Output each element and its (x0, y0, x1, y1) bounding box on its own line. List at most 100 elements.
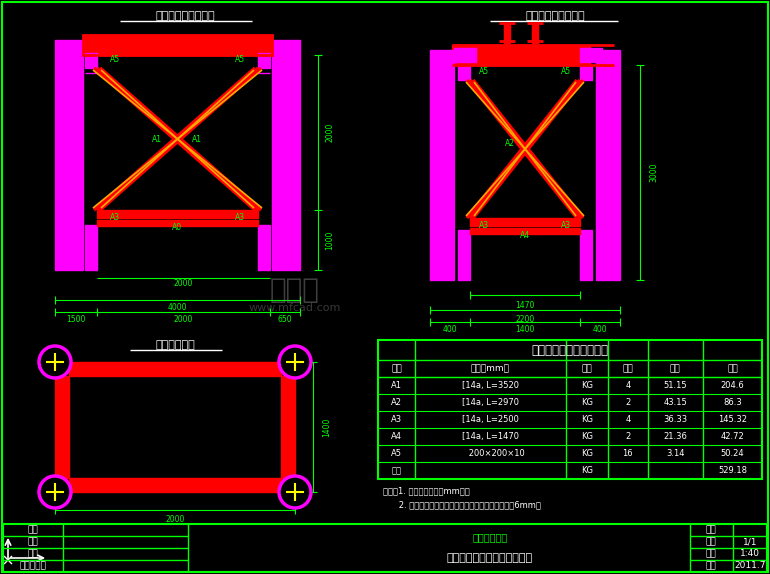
Text: 51.15: 51.15 (664, 381, 687, 390)
Text: 单位: 单位 (581, 364, 592, 373)
Text: 合计: 合计 (391, 466, 401, 475)
Text: 400: 400 (593, 325, 608, 335)
Text: [14a, L=2970: [14a, L=2970 (462, 398, 519, 407)
Text: 145.32: 145.32 (718, 415, 747, 424)
Text: 2: 2 (625, 398, 631, 407)
Text: 制动墩顺桥向立面图: 制动墩顺桥向立面图 (525, 11, 584, 21)
Circle shape (39, 476, 71, 508)
Text: 1/1: 1/1 (743, 537, 757, 546)
Text: KG: KG (581, 449, 593, 458)
Text: 529.18: 529.18 (718, 466, 747, 475)
Text: 临时栈桥制动墩连接系结构图: 临时栈桥制动墩连接系结构图 (447, 553, 533, 563)
Text: 3000: 3000 (650, 162, 658, 182)
Bar (532, 23, 538, 43)
Bar (580, 48, 602, 62)
Text: 说明：1. 本图尺寸单位到mm计。: 说明：1. 本图尺寸单位到mm计。 (383, 487, 470, 495)
Text: 设计: 设计 (28, 526, 38, 534)
Bar (85, 53, 97, 68)
Bar (83, 35, 272, 55)
Text: 2. 连接系各制件必须焊接牢固，焊缝高度不得小于6mm。: 2. 连接系各制件必须焊接牢固，焊缝高度不得小于6mm。 (383, 501, 541, 510)
Bar (458, 65, 470, 80)
Text: 2000: 2000 (166, 515, 185, 525)
Text: A3: A3 (391, 415, 402, 424)
Text: 43.15: 43.15 (663, 398, 687, 407)
Bar (69, 478, 281, 492)
Text: 项目负责人: 项目负责人 (19, 561, 46, 571)
Text: 图号: 图号 (705, 526, 716, 534)
Text: 42.72: 42.72 (721, 432, 745, 441)
Text: 制动墩连接系材料用量表: 制动墩连接系材料用量表 (531, 343, 608, 356)
Text: 单重: 单重 (670, 364, 681, 373)
Text: A0: A0 (172, 223, 182, 232)
Text: KG: KG (581, 415, 593, 424)
Circle shape (279, 346, 311, 378)
Text: 1470: 1470 (515, 301, 534, 309)
Bar (378, 340, 762, 479)
Text: A3: A3 (235, 214, 245, 223)
Circle shape (39, 346, 71, 378)
Text: 1400: 1400 (515, 325, 534, 335)
Text: [14a, L=1470: [14a, L=1470 (462, 432, 519, 441)
Text: A2: A2 (505, 139, 515, 149)
Text: A5: A5 (391, 449, 402, 458)
Bar (596, 50, 620, 280)
Text: 21.36: 21.36 (663, 432, 687, 441)
Text: 1000: 1000 (326, 230, 334, 250)
Text: 施工方案设计: 施工方案设计 (472, 533, 507, 542)
Text: 2000: 2000 (173, 280, 192, 289)
Text: 2200: 2200 (515, 316, 534, 324)
Bar (430, 50, 454, 280)
Text: 16: 16 (623, 449, 633, 458)
Text: KG: KG (581, 432, 593, 441)
Bar (3, 524, 767, 572)
Bar (504, 23, 510, 43)
Text: 4000: 4000 (167, 304, 187, 312)
Text: 400: 400 (443, 325, 457, 335)
Text: 204.6: 204.6 (721, 381, 745, 390)
Text: A2: A2 (391, 398, 402, 407)
Text: A5: A5 (110, 56, 120, 64)
Text: 2000: 2000 (326, 122, 334, 142)
Text: 制动墩平面图: 制动墩平面图 (155, 340, 195, 350)
Text: 1500: 1500 (66, 316, 85, 324)
Text: 日期: 日期 (705, 561, 716, 571)
Bar (281, 376, 295, 478)
Bar (69, 362, 281, 376)
Text: 审核: 审核 (28, 549, 38, 559)
Bar (272, 40, 300, 270)
Bar (470, 228, 580, 234)
Bar (258, 53, 270, 68)
Text: [14a, L=2500: [14a, L=2500 (462, 415, 519, 424)
Text: A5: A5 (235, 56, 245, 64)
Text: 650: 650 (278, 316, 293, 324)
Text: 2011.7: 2011.7 (735, 561, 765, 571)
Text: 总重: 总重 (727, 364, 738, 373)
Bar (580, 230, 592, 280)
Text: 制动墩横桥向立面图: 制动墩横桥向立面图 (156, 11, 215, 21)
Bar (55, 40, 83, 270)
Circle shape (279, 476, 311, 508)
Bar (55, 376, 69, 478)
Text: A1: A1 (391, 381, 402, 390)
Text: www.mfcad.com: www.mfcad.com (249, 303, 341, 313)
Text: 1400: 1400 (323, 417, 332, 437)
Text: KG: KG (581, 398, 593, 407)
Text: 数量: 数量 (622, 364, 633, 373)
Text: 4: 4 (625, 381, 631, 390)
Text: 2: 2 (625, 432, 631, 441)
Text: A5: A5 (479, 68, 489, 76)
Bar (85, 225, 97, 270)
Text: A3: A3 (110, 214, 120, 223)
Text: 50.24: 50.24 (721, 449, 745, 458)
Text: [14a, L=3520: [14a, L=3520 (462, 381, 519, 390)
Text: 1:40: 1:40 (740, 549, 760, 559)
Text: A3: A3 (561, 222, 571, 231)
Text: A1: A1 (192, 134, 202, 144)
Text: 沐风网: 沐风网 (270, 276, 320, 304)
Bar (458, 230, 470, 280)
Text: A1: A1 (152, 134, 162, 144)
Text: A4: A4 (520, 231, 530, 241)
Text: 复核: 复核 (28, 537, 38, 546)
Text: 规格（mm）: 规格（mm） (471, 364, 510, 373)
Bar (454, 48, 476, 62)
